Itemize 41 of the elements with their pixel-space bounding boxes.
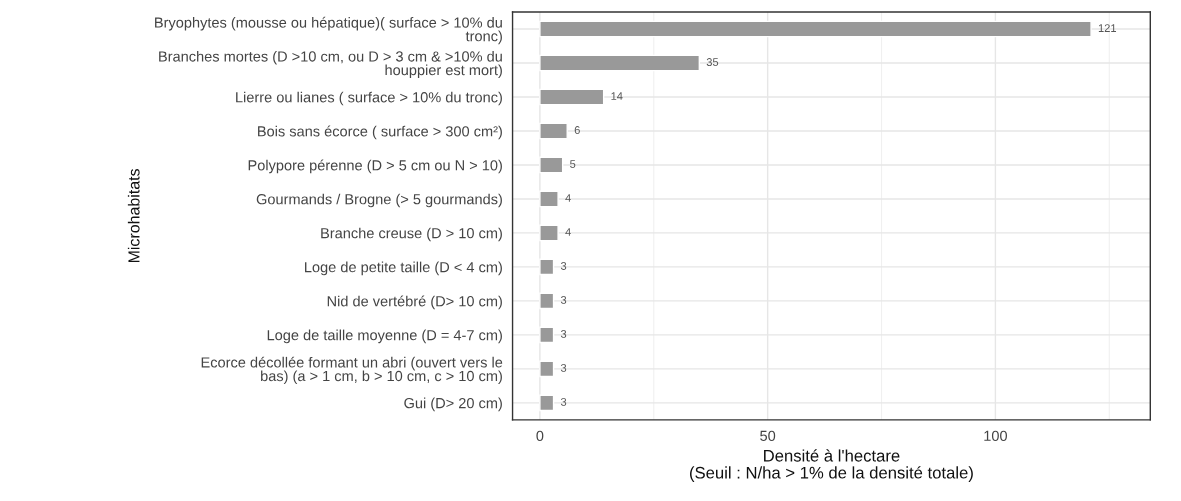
bar [539, 224, 559, 242]
x-tick-label: 100 [984, 430, 1008, 441]
x-tick-label: 50 [760, 430, 776, 441]
data-label: 6 [574, 126, 580, 134]
bar [539, 156, 564, 174]
y-tick-label: Gourmands / Brogne (> 5 gourmands) [256, 193, 502, 208]
y-tick-label: Loge de petite taille (D < 4 cm) [305, 261, 502, 276]
y-tick-label: Polypore pérenne (D > 5 cm ou N > 10) [248, 159, 502, 174]
bar [539, 88, 605, 106]
y-tick-label: Lierre ou lianes ( surface > 10% du tronc) [236, 91, 502, 106]
data-label: 14 [611, 92, 623, 100]
data-label: 3 [560, 262, 567, 270]
data-label: 35 [706, 58, 719, 66]
y-axis-title: Microhabitats [127, 169, 140, 263]
bar [539, 122, 568, 140]
bar [539, 190, 559, 208]
bar [539, 394, 555, 412]
data-label: 121 [1098, 24, 1117, 32]
x-tick-label: 0 [536, 430, 544, 441]
bar [539, 258, 555, 276]
y-tick-label: Branche creuse (D > 10 cm) [321, 227, 502, 242]
data-label: 4 [565, 228, 571, 236]
bar [539, 54, 701, 72]
bar [539, 20, 1092, 38]
y-tick-label: Nid de vertébré (D> 10 cm) [327, 295, 502, 310]
y-tick-label: Bryophytes (mousse ou hépatique)( surface > 10% du tronc) [155, 16, 502, 45]
data-label: 3 [560, 296, 567, 304]
bar [539, 360, 555, 378]
data-label: 3 [560, 363, 567, 372]
bar [539, 292, 555, 310]
data-label: 3 [560, 397, 567, 406]
data-label: 3 [560, 329, 567, 338]
y-tick-label: Loge de taille moyenne (D = 4-7 cm) [267, 329, 502, 344]
y-tick-label: Branches mortes (D >10 cm, ou D > 3 cm & >10% du houppier est mort) [159, 50, 502, 79]
x-axis-title: Densité à l'hectare (Seuil : N/ha > 1% de la densité totale) [690, 449, 973, 482]
y-tick-label: Gui (D> 20 cm) [404, 397, 502, 412]
data-label: 5 [570, 160, 576, 168]
y-tick-label: Bois sans écorce ( surface > 300 cm²) [258, 125, 502, 140]
y-tick-label: Ecorce décollée formant un abri (ouvert vers le bas) (a > 1 cm, b > 10 cm, c > 10 cm) [201, 356, 503, 385]
bar [539, 326, 555, 344]
data-label: 4 [565, 194, 571, 202]
